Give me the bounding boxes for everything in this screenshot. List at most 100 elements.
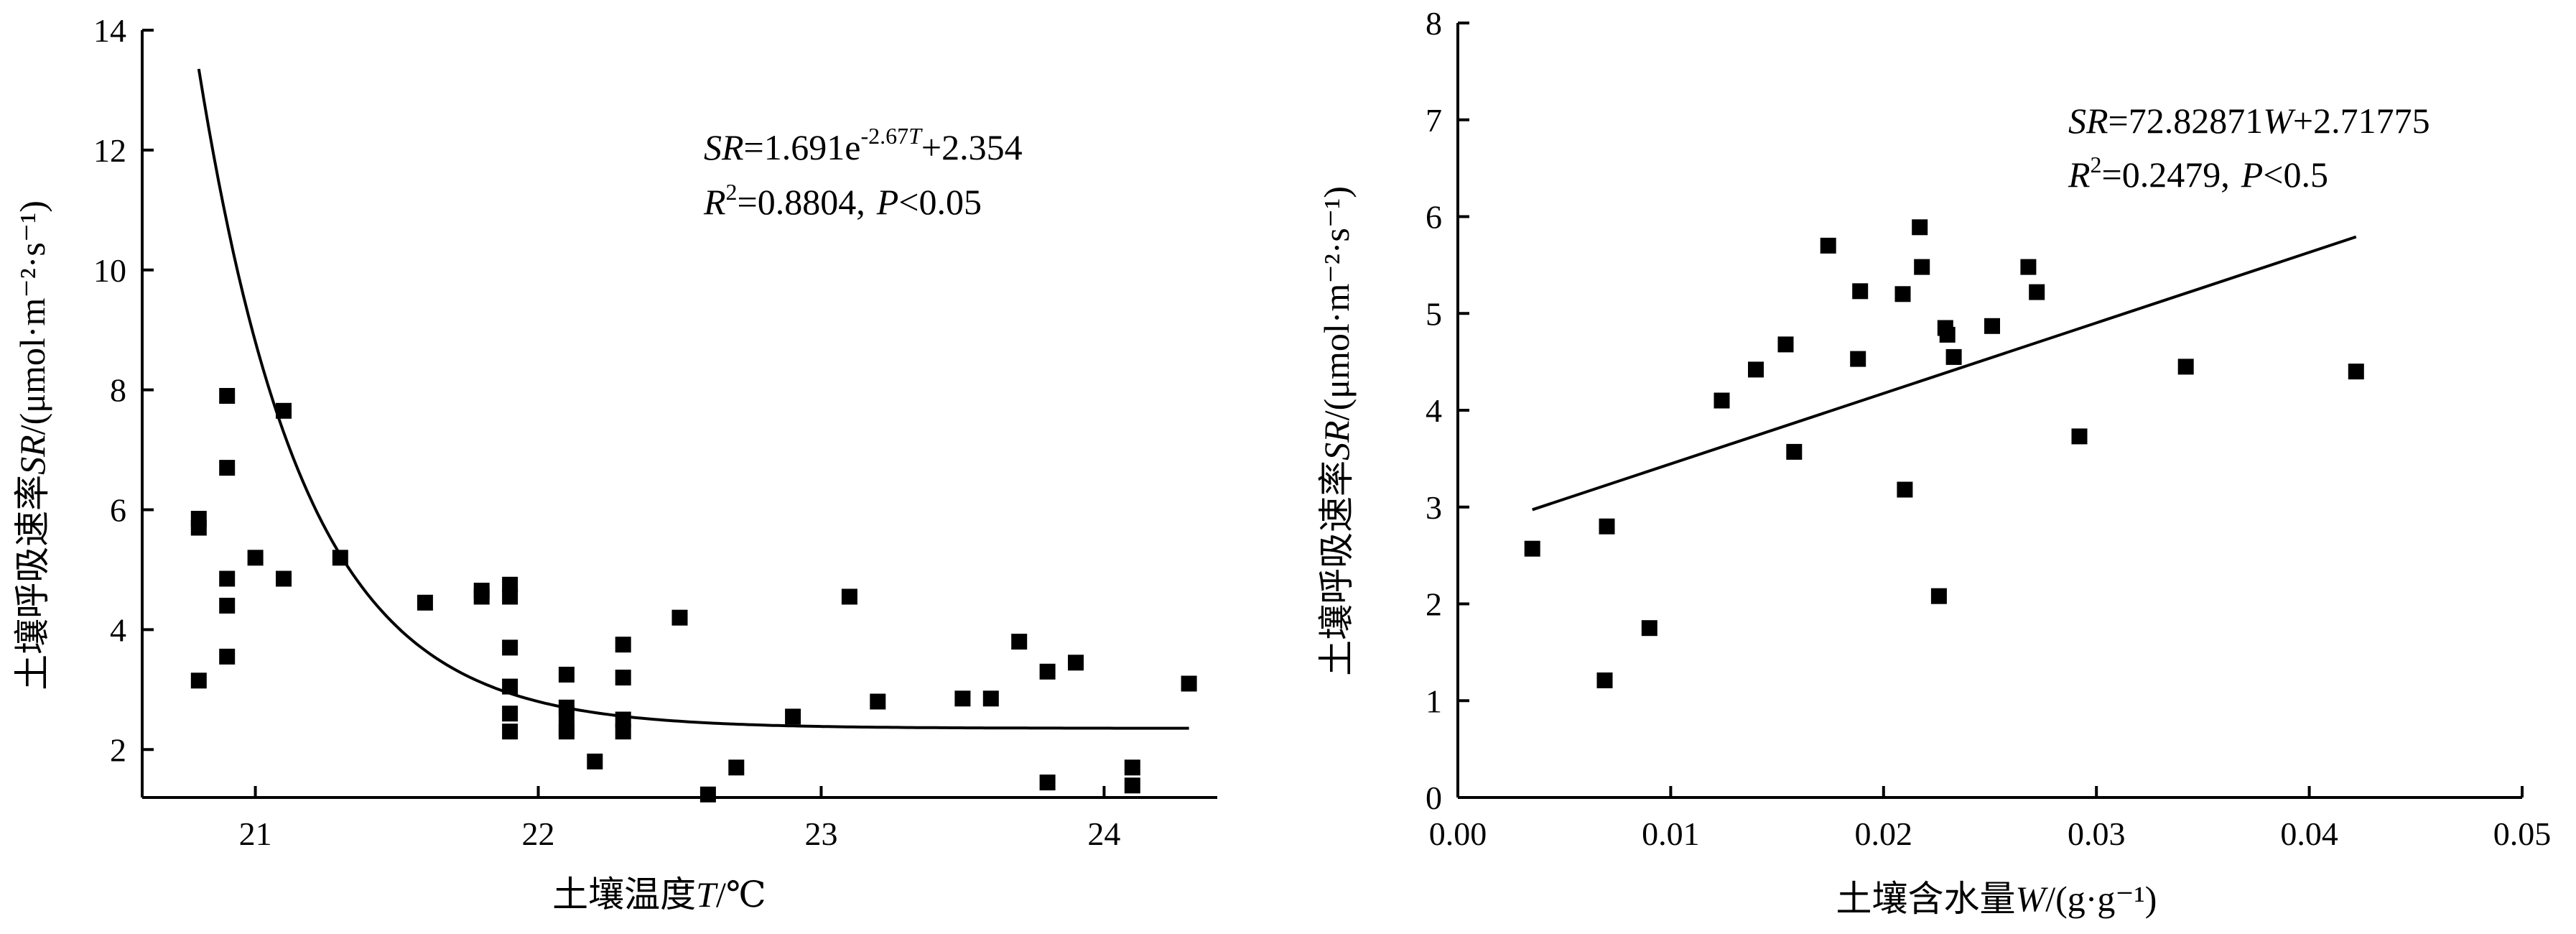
data-point: [1011, 634, 1028, 650]
data-point: [558, 667, 575, 683]
data-point: [1850, 351, 1866, 367]
y-tick-label: 8: [110, 372, 126, 409]
y-tick-label: 3: [1426, 489, 1442, 526]
x-tick-label: 0.01: [1642, 815, 1700, 852]
data-point: [276, 402, 292, 419]
data-point: [615, 711, 631, 728]
x-axis-title-prefix: 土壤温度: [552, 874, 696, 915]
x-axis-title-suffix: /(g·g⁻¹): [2045, 879, 2157, 919]
y-axis-title-var: SR: [12, 435, 52, 475]
data-point: [1945, 348, 1962, 365]
equation-exponent-var: T: [908, 123, 923, 149]
r2-label: R: [703, 182, 726, 222]
data-point: [615, 670, 631, 686]
x-tick-label: 0.05: [2493, 815, 2552, 852]
data-point: [1897, 481, 1913, 498]
chart-panel-moisture: 0 1 2 3 4 5 6 7 8 0.00 0.01 0.02 0.03 0.04 0.05 SR=72.…: [1278, 0, 2576, 934]
x-axis-title-var: T: [696, 874, 718, 915]
y-tick-label: 6: [1426, 199, 1442, 236]
data-point: [870, 693, 886, 710]
data-point: [1181, 675, 1197, 692]
data-point: [247, 550, 264, 566]
data-point: [728, 759, 745, 776]
y-tick-label: 8: [1426, 5, 1442, 42]
x-axis-title-var: W: [2016, 879, 2049, 919]
p-label: P: [2241, 154, 2264, 195]
data-point: [841, 588, 857, 605]
data-point: [615, 637, 631, 653]
r2-label: R: [2068, 154, 2091, 195]
y-tick-label: 2: [110, 731, 126, 768]
y-tick-label: 7: [1426, 102, 1442, 139]
data-point: [1039, 663, 1056, 680]
data-point: [502, 576, 519, 593]
y-tick-label: 1: [1426, 683, 1442, 719]
data-point: [1039, 775, 1056, 791]
data-point: [502, 678, 519, 695]
r2-value: =0.8804,: [738, 182, 865, 222]
x-tick-label: 21: [239, 815, 272, 852]
x-tick-label: 0.02: [1855, 815, 1913, 852]
data-point: [699, 786, 716, 803]
y-axis-title-suffix: /(μmol·m⁻²·s⁻¹): [12, 200, 52, 435]
data-point: [2020, 259, 2037, 275]
data-point: [1912, 219, 1928, 236]
data-point: [2071, 428, 2088, 445]
data-point: [219, 598, 236, 614]
data-point: [1714, 392, 1730, 409]
y-tick-label: 12: [93, 132, 126, 169]
data-point: [1124, 777, 1140, 794]
data-point: [1914, 259, 1930, 275]
data-point: [1930, 588, 1947, 604]
data-point: [1777, 336, 1794, 353]
p-value: <0.5: [2263, 154, 2328, 195]
equation-coefficients: =1.691e: [744, 127, 861, 167]
data-point: [2348, 364, 2364, 380]
data-point: [558, 706, 575, 722]
r2-sup: 2: [726, 179, 738, 205]
equation-tail: +2.71775: [2293, 101, 2430, 141]
data-point: [276, 570, 292, 587]
y-tick-label: 10: [93, 252, 126, 289]
data-point: [190, 519, 207, 536]
data-point: [1748, 361, 1764, 378]
data-point: [1894, 286, 1911, 302]
y-axis-title: 土壤呼吸速率SR/(μmol·m⁻²·s⁻¹): [12, 200, 52, 690]
x-tick-label: 0.04: [2280, 815, 2338, 852]
data-point: [219, 388, 236, 404]
data-point: [1641, 620, 1657, 637]
fit-curve: [1532, 235, 2357, 512]
data-point: [615, 723, 631, 740]
data-point: [982, 690, 999, 707]
y-axis-title: 土壤呼吸速率SR/(μmol·m⁻²·s⁻¹): [1316, 186, 1357, 676]
y-tick-label: 4: [110, 611, 126, 648]
y-tick-label: 5: [1426, 295, 1442, 332]
x-tick-label: 24: [1087, 815, 1120, 852]
data-point: [502, 706, 519, 722]
y-tick-label: 4: [1426, 392, 1442, 429]
data-point: [219, 460, 236, 476]
fit-stats: R2=0.8804, P<0.05: [703, 179, 982, 222]
y-axis-title-suffix: /(μmol·m⁻²·s⁻¹): [1316, 186, 1357, 420]
data-point: [2029, 284, 2045, 300]
data-point: [671, 609, 688, 626]
data-point: [1524, 540, 1540, 557]
data-point: [1124, 759, 1140, 776]
data-point: [1599, 518, 1615, 535]
data-point: [219, 570, 236, 587]
equation-lhs: SR: [704, 127, 744, 167]
data-point: [219, 648, 236, 665]
y-axis-title-var: SR: [1316, 420, 1357, 461]
data-point: [1068, 655, 1084, 671]
x-tick-label: 0.03: [2068, 815, 2126, 852]
data-point: [502, 723, 519, 740]
x-axis-title: 土壤温度T/℃: [552, 874, 766, 915]
data-point: [190, 672, 207, 689]
data-point: [502, 639, 519, 656]
x-axis-title-prefix: 土壤含水量: [1836, 879, 2016, 919]
equation-line: SR=1.691e-2.67T+2.354: [704, 123, 1023, 167]
x-axis-title-suffix: /℃: [716, 874, 766, 915]
y-tick-label: 2: [1426, 586, 1442, 623]
equation-lhs: SR: [2068, 101, 2108, 141]
